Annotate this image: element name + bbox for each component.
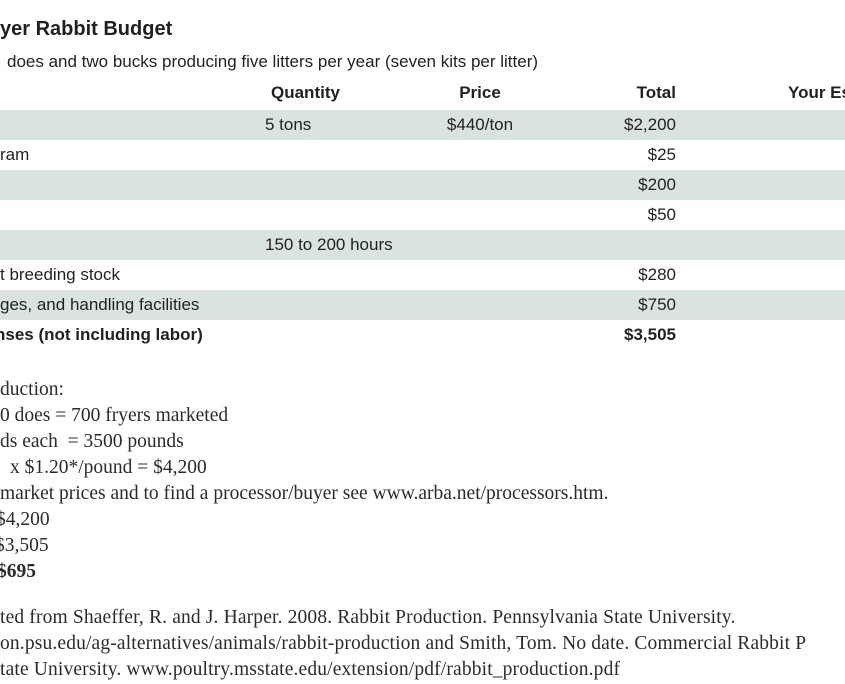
table-row: ram $25 [0, 140, 845, 170]
note-line: x $1.20*/pound = $4,200 [10, 457, 207, 478]
note-line-net-returns: $695 [0, 561, 36, 582]
cell-total: $3,505 [624, 325, 676, 344]
table-header-row: Quantity Price Total Your Es [0, 78, 845, 108]
table-total-row: nses (not including labor) $3,505 [0, 320, 845, 350]
cell-price: $440/ton [446, 115, 514, 134]
cell-total: $25 [647, 145, 676, 164]
table-row: 150 to 200 hours [0, 230, 845, 260]
citation-line: ted from Shaeffer, R. and J. Harper. 200… [0, 607, 736, 628]
cell-total: $200 [638, 175, 676, 194]
table-row: ges, and handling facilities $750 [0, 290, 845, 320]
page-subtitle: does and two bucks producing five litter… [7, 52, 539, 71]
header-price: Price [459, 83, 501, 102]
cell-total: $750 [638, 295, 676, 314]
page-title: yer Rabbit Budget [0, 18, 173, 40]
header-quantity: Quantity [271, 83, 340, 102]
cell-total: $280 [638, 265, 676, 284]
citation-line: on.psu.edu/ag-alternatives/animals/rabbi… [0, 633, 807, 654]
table-row: $200 [0, 170, 845, 200]
note-line-total-expenses: $3,505 [0, 535, 49, 556]
table-row: $50 [0, 200, 845, 230]
note-line: ds each = 3500 pounds [0, 431, 184, 452]
header-your-estimate: Your Es [788, 83, 845, 102]
table-row: t breeding stock $280 [0, 260, 845, 290]
note-line: duction: [0, 379, 64, 400]
cell-label: ram [0, 145, 30, 164]
header-total: Total [636, 83, 676, 102]
cell-total: $2,200 [624, 115, 676, 134]
cell-total: $50 [647, 205, 676, 224]
table-row: 5 tons $440/ton $2,200 [0, 110, 845, 140]
note-line: 0 does = 700 fryers marketed [0, 405, 229, 426]
cell-quantity: 150 to 200 hours [265, 235, 393, 254]
note-line-processor-link: market prices and to find a processor/bu… [0, 483, 609, 504]
cell-label: t breeding stock [0, 265, 121, 284]
cell-label: nses (not including labor) [0, 325, 203, 344]
cell-quantity: 5 tons [265, 115, 312, 134]
cell-label: ges, and handling facilities [0, 295, 200, 314]
citation-line: tate University. www.poultry.msstate.edu… [0, 659, 621, 680]
note-line-total-returns: $4,200 [0, 509, 50, 530]
